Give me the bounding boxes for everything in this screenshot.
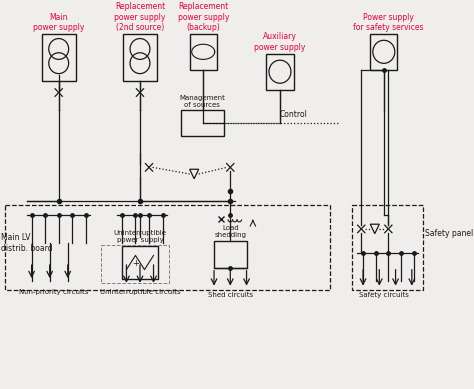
- Bar: [5, 205, 329, 291]
- Text: Replacement
power supply
(backup): Replacement power supply (backup): [177, 2, 229, 32]
- Bar: [122, 246, 158, 279]
- Bar: [123, 34, 157, 81]
- Bar: [352, 205, 423, 291]
- Text: Control: Control: [280, 110, 308, 119]
- Text: Safety circuits: Safety circuits: [359, 293, 409, 298]
- Bar: [214, 241, 246, 268]
- Bar: [181, 110, 224, 136]
- Text: Non-priority circuits: Non-priority circuits: [19, 289, 89, 294]
- Bar: [101, 245, 169, 283]
- Text: +: +: [132, 259, 139, 268]
- Text: Main
power supply: Main power supply: [33, 12, 84, 32]
- Text: Main LV
distrib. board: Main LV distrib. board: [1, 233, 53, 253]
- Text: Auxiliary
power supply: Auxiliary power supply: [254, 32, 306, 52]
- Bar: [42, 34, 76, 81]
- Bar: [266, 54, 293, 90]
- Text: Uninterruptible
power supply: Uninterruptible power supply: [113, 230, 166, 243]
- Text: Management
of sources: Management of sources: [179, 95, 225, 108]
- Text: Uninterruptible circuits: Uninterruptible circuits: [100, 289, 180, 294]
- Text: Safety panel: Safety panel: [425, 229, 474, 238]
- Text: Replacement
power supply
(2nd source): Replacement power supply (2nd source): [114, 2, 166, 32]
- Text: Shed circuits: Shed circuits: [208, 293, 253, 298]
- Text: Power supply
for safety services: Power supply for safety services: [353, 12, 424, 32]
- Text: Load
shedding: Load shedding: [214, 225, 246, 238]
- Bar: [190, 34, 217, 70]
- Bar: [370, 34, 397, 70]
